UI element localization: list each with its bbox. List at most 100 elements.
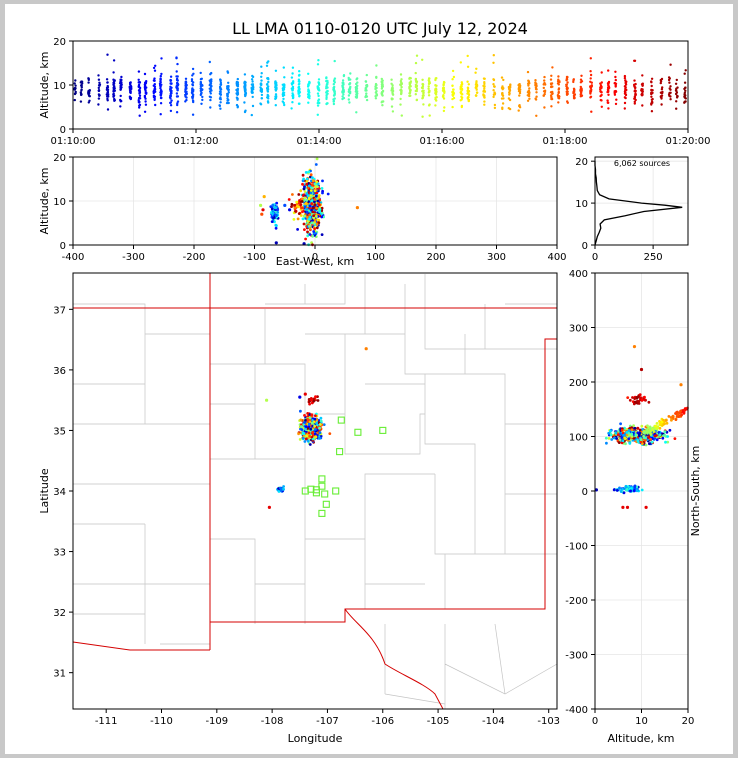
time-height-source-point [452, 88, 455, 91]
map-source-point [308, 420, 312, 424]
time-height-source-point [422, 103, 425, 106]
north-south-source-point [618, 438, 622, 442]
map-xtick-label: -108 [261, 716, 284, 727]
time-height-source-point [650, 103, 653, 106]
time-height-source-point [590, 85, 593, 88]
time-height-source-point [275, 83, 278, 87]
east-west-source-point [301, 197, 304, 201]
time-height-source-point [251, 80, 254, 83]
north-south-ytick-label: 0 [582, 487, 588, 498]
time-height-source-point [291, 88, 294, 91]
time-height-source-point [565, 83, 568, 87]
east-west-source-point [355, 206, 359, 210]
time-height-source-point [87, 92, 90, 96]
time-height-source-point [579, 81, 583, 84]
east-west-source-point [303, 190, 307, 194]
map-source-point [313, 417, 317, 421]
time-height-source-point [144, 81, 147, 84]
source-count-annotation: 6,062 sources [614, 159, 670, 168]
time-height-source-point [684, 94, 687, 97]
time-height-source-point [364, 80, 367, 83]
east-west-source-point [318, 208, 322, 211]
time-height-source-point [208, 60, 211, 64]
north-south-xtick-label: 20 [682, 716, 695, 727]
time-height-source-point [435, 90, 438, 94]
figure-canvas: LL LMA 0110-0120 UTC July 12, 2024 01:10… [5, 4, 733, 754]
time-height-xtick-label: 01:10:00 [51, 136, 96, 147]
east-west-source-point [290, 202, 294, 206]
map-source-point [307, 431, 311, 435]
time-height-source-point [282, 97, 285, 101]
time-height-source-point [199, 71, 202, 75]
lma-station-marker [318, 509, 326, 517]
east-west-source-point [271, 211, 275, 215]
east-west-xtick-label: 400 [547, 252, 566, 263]
time-height-source-point [153, 77, 156, 80]
map-xtick-label: -107 [316, 716, 339, 727]
east-west-source-point [315, 180, 318, 184]
east-west-source-point [320, 206, 324, 210]
east-west-source-point [293, 203, 297, 207]
time-height-source-point [613, 93, 617, 96]
north-south-source-point [605, 441, 608, 445]
north-south-source-point [625, 505, 630, 509]
time-height-source-point [144, 100, 147, 103]
time-height-source-point [333, 93, 336, 96]
time-height-source-point [623, 76, 627, 80]
time-height-source-point [260, 79, 263, 82]
east-west-source-point [317, 196, 321, 199]
map-source-point [316, 399, 320, 402]
east-west-source-point [313, 203, 317, 207]
time-height-source-point [297, 78, 301, 81]
north-south-ytick-label: 200 [569, 378, 588, 389]
time-height-source-point [185, 96, 188, 99]
time-height-source-point [250, 87, 253, 90]
east-west-source-point [320, 233, 324, 237]
time-height-source-point [518, 91, 522, 95]
time-height-source-point [549, 82, 553, 85]
time-height-source-point [333, 97, 336, 100]
time-height-source-point [209, 106, 212, 109]
time-height-source-point [266, 90, 270, 93]
map-xtick-label: -110 [150, 716, 173, 727]
north-south-source-point [658, 426, 662, 430]
time-height-source-point [143, 110, 147, 114]
time-height-source-point [326, 92, 329, 96]
time-height-source-point [308, 80, 311, 84]
north-south-source-point [630, 435, 634, 438]
time-height-source-point [650, 110, 654, 113]
north-south-source-point [632, 345, 637, 349]
time-height-source-point [219, 101, 222, 104]
time-height-source-point [565, 93, 569, 97]
north-south-source-point [648, 427, 652, 430]
north-south-source-point [647, 400, 651, 404]
time-height-source-point [566, 81, 569, 84]
lma-station-marker [312, 489, 320, 497]
time-height-source-point [307, 89, 311, 93]
time-height-source-point [375, 83, 378, 87]
time-height-source-point [614, 70, 617, 74]
east-west-xtick-label: 100 [366, 252, 385, 263]
north-south-source-point [668, 428, 672, 432]
time-height-source-point [347, 76, 350, 80]
time-height-source-point [297, 74, 301, 77]
time-height-source-point [153, 98, 156, 102]
time-height-source-point [283, 76, 286, 79]
map-source-point [306, 439, 310, 443]
time-height-source-point [341, 88, 345, 92]
time-height-source-point [492, 83, 495, 86]
time-height-source-point [176, 103, 179, 107]
time-height-source-point [550, 105, 553, 108]
time-height-source-point [492, 89, 495, 92]
north-south-source-point [649, 438, 653, 441]
time-height-source-point [557, 96, 560, 100]
time-height-source-point [543, 89, 547, 92]
east-west-source-point [309, 189, 313, 192]
east-west-source-point [275, 201, 279, 205]
time-height-source-point [641, 104, 644, 107]
time-height-source-point [236, 77, 239, 81]
east-west-source-point [310, 186, 313, 190]
time-height-source-point [534, 97, 537, 100]
time-height-source-point [219, 78, 222, 82]
north-south-source-point [621, 505, 625, 509]
